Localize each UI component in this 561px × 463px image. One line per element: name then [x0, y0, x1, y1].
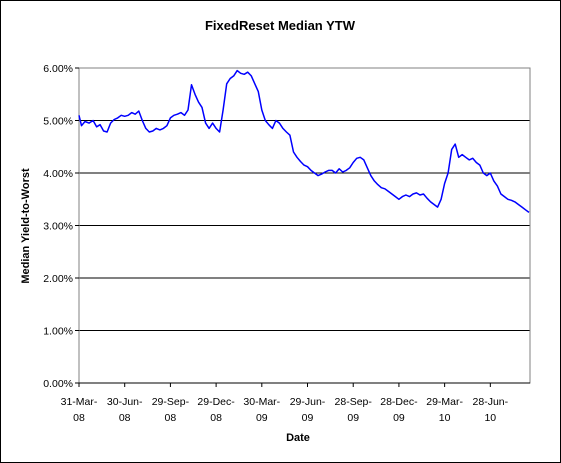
- x-tick-label: 29-Dec-08: [197, 396, 235, 424]
- y-tick-label: 5.00%: [43, 116, 73, 128]
- x-tick-label: 31-Mar-08: [61, 396, 98, 424]
- x-tick-label: 28-Sep-09: [335, 396, 373, 424]
- y-tick-label: 1.00%: [43, 326, 73, 338]
- series-group: [78, 69, 530, 214]
- x-tick-label: 28-Dec-09: [380, 396, 418, 424]
- chart-title: FixedReset Median YTW: [205, 18, 356, 33]
- x-tick-label: 29-Sep-08: [152, 396, 190, 424]
- y-tick-label: 2.00%: [43, 273, 73, 285]
- x-tick-label: 30-Mar-09: [243, 396, 280, 424]
- series-line: [78, 69, 530, 214]
- grid-lines: [79, 67, 530, 331]
- y-tick-label: 3.00%: [43, 221, 73, 233]
- y-tick-label: 6.00%: [43, 63, 73, 75]
- y-axis-ticks: 0.00% 1.00% 2.00% 3.00% 4.00% 5.00% 6.00%: [43, 63, 530, 390]
- y-tick-label: 0.00%: [43, 378, 73, 390]
- x-tick-label: 28-Jun-10: [473, 396, 509, 424]
- x-axis-label: Date: [286, 432, 310, 444]
- y-axis-label: Median Yield-to-Worst: [20, 168, 32, 284]
- y-tick-label: 4.00%: [43, 168, 73, 180]
- x-tick-label: 30-Jun-08: [107, 396, 143, 424]
- x-tick-label: 29-Mar-10: [426, 396, 463, 424]
- x-tick-label: 29-Jun-09: [290, 396, 326, 424]
